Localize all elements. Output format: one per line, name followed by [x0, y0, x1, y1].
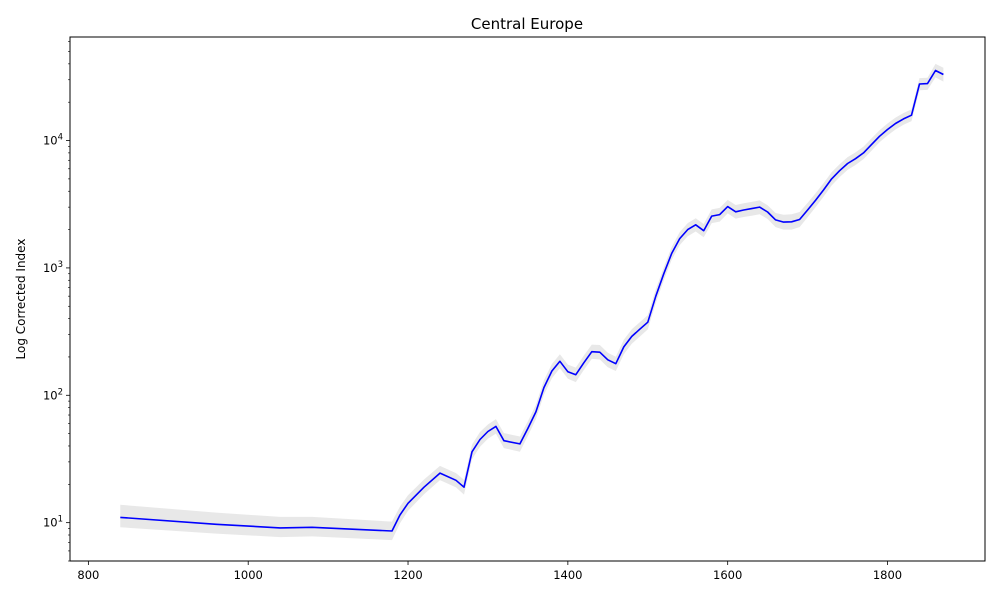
y-tick-label: 103	[43, 260, 63, 275]
x-tick-label: 1600	[713, 568, 742, 582]
series-line	[120, 69, 944, 532]
y-axis: 101 102 103 104	[43, 41, 70, 562]
y-tick-label: 101	[43, 515, 63, 530]
x-tick-label: 800	[77, 568, 99, 582]
confidence-band	[120, 63, 944, 541]
x-tick-label: 1000	[234, 568, 263, 582]
y-axis-label: Log Corrected Index	[14, 239, 28, 360]
y-tick-label: 102	[43, 387, 63, 402]
plot-frame	[69, 36, 986, 562]
x-tick-label: 1200	[393, 568, 422, 582]
y-tick-label: 104	[43, 133, 63, 148]
chart-title: Central Europe	[471, 15, 583, 33]
x-axis: 800 1000 1200 1400 1600 1800	[77, 561, 902, 582]
x-tick-label: 1400	[553, 568, 582, 582]
x-tick-label: 1800	[873, 568, 902, 582]
plot-area	[120, 63, 944, 541]
